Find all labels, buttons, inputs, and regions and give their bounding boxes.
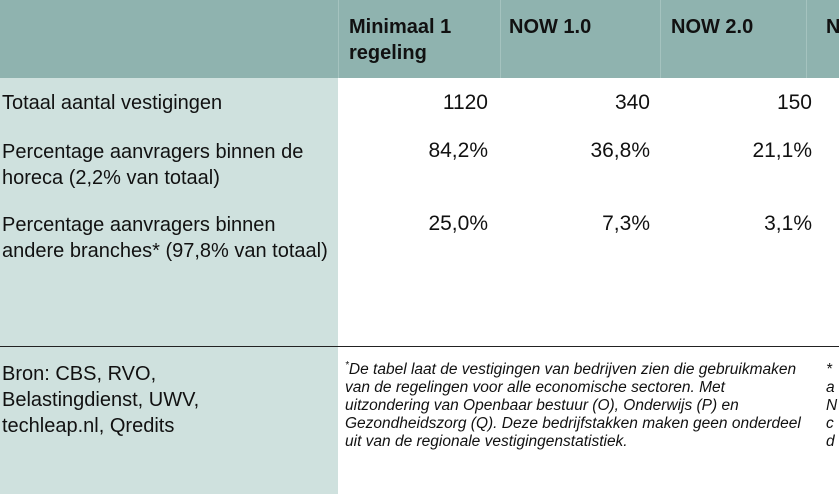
table-cell: 36,8% — [590, 139, 650, 162]
column-header-cut: N — [826, 16, 839, 38]
row-label: Totaal aantal vestigingen — [2, 92, 223, 114]
table-cell: 25,0% — [428, 212, 488, 235]
table-header: Minimaal 1 regeling NOW 1.0 NOW 2.0 N — [0, 0, 839, 78]
table-cell: 84,2% — [428, 139, 488, 162]
header-divider — [500, 0, 501, 78]
table-cell: 3,1% — [764, 212, 812, 235]
footnote-cut: * a N c d — [826, 361, 838, 450]
column-header-now1: NOW 1.0 — [509, 16, 592, 38]
column-header-now2: NOW 2.0 — [671, 16, 754, 38]
header-divider — [806, 0, 807, 78]
row-label-column — [0, 78, 338, 494]
table-cell: 7,3% — [602, 212, 650, 235]
row-label: Percentage aanvragers binnen andere bran… — [2, 214, 328, 262]
header-divider — [338, 0, 339, 78]
footnote-text: De tabel laat de vestigingen van bedrijv… — [345, 361, 801, 450]
section-divider — [0, 346, 839, 347]
header-divider — [660, 0, 661, 78]
source-note: Bron: CBS, RVO, Belastingdienst, UWV, te… — [2, 363, 200, 437]
table-cell: 150 — [776, 91, 812, 114]
footnote: *De tabel laat de vestigingen van bedrij… — [345, 361, 807, 451]
row-label: Percentage aanvragers binnen de horeca (… — [2, 141, 304, 189]
table-cell: 21,1% — [752, 139, 812, 162]
table-cell: 340 — [614, 91, 650, 114]
footnote-marker: * — [345, 360, 349, 371]
column-header-minimaal: Minimaal 1 regeling — [349, 16, 452, 64]
table-cell: 1120 — [442, 91, 488, 114]
